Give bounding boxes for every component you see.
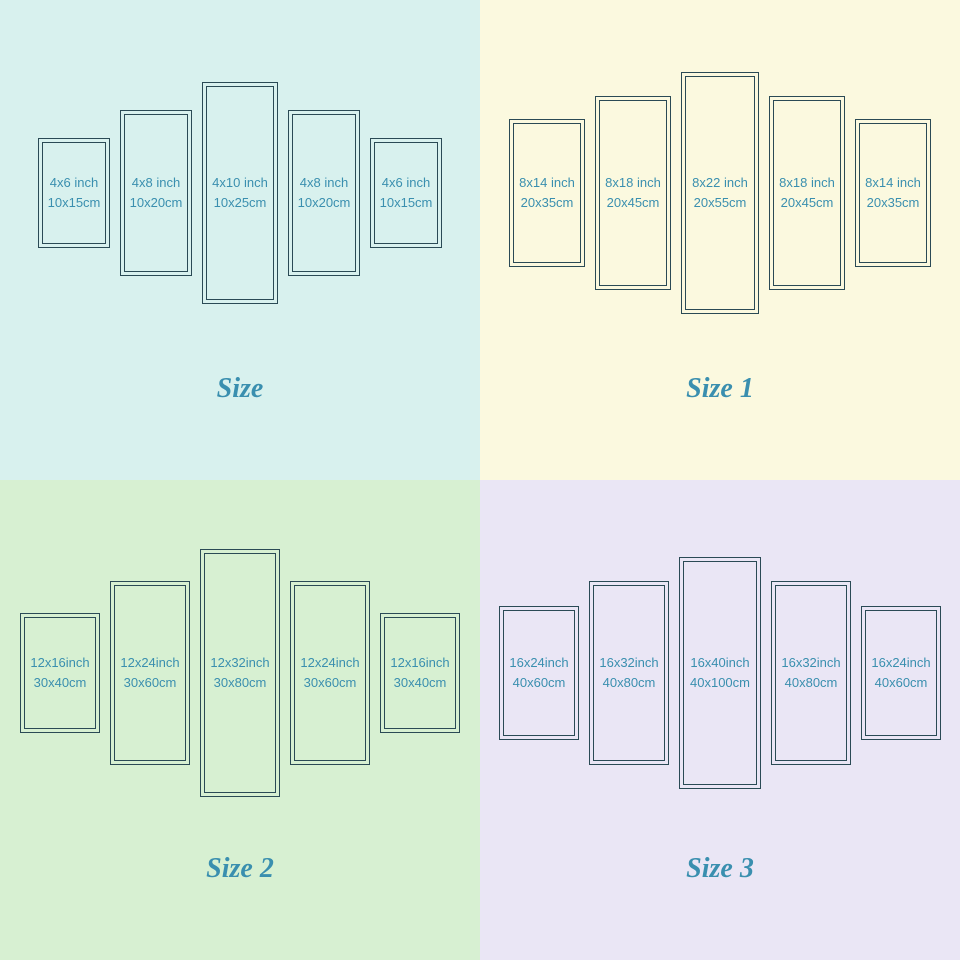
quadrant-size-3: 16x24inch40x60cm 16x32inch40x80cm 16x40i… xyxy=(480,480,960,960)
panel-label: 8x18 inch20x45cm xyxy=(779,173,835,212)
panel-label: 16x32inch40x80cm xyxy=(599,653,658,692)
panels-row: 4x6 inch10x15cm 4x8 inch10x20cm 4x10 inc… xyxy=(38,60,442,325)
panel-label: 4x8 inch10x20cm xyxy=(130,173,183,212)
panel: 4x10 inch10x25cm xyxy=(202,82,278,304)
panel-label: 4x10 inch10x25cm xyxy=(212,173,268,212)
panel: 16x24inch40x60cm xyxy=(861,606,941,740)
quadrant-title: Size 2 xyxy=(206,853,274,885)
panel: 4x8 inch10x20cm xyxy=(288,110,360,276)
panel-label: 8x22 inch20x55cm xyxy=(692,173,748,212)
panel-label: 4x6 inch10x15cm xyxy=(48,173,101,212)
panel-label: 12x32inch30x80cm xyxy=(210,653,269,692)
panel: 8x14 inch20x35cm xyxy=(855,119,931,267)
panel-label: 8x18 inch20x45cm xyxy=(605,173,661,212)
panel: 12x24inch30x60cm xyxy=(290,581,370,765)
panel: 4x6 inch10x15cm xyxy=(38,138,110,248)
panel-label: 12x24inch30x60cm xyxy=(120,653,179,692)
quadrant-size-2: 12x16inch30x40cm 12x24inch30x60cm 12x32i… xyxy=(0,480,480,960)
panel-label: 16x32inch40x80cm xyxy=(781,653,840,692)
quadrant-title: Size xyxy=(217,373,264,405)
panel: 16x32inch40x80cm xyxy=(589,581,669,765)
panel: 12x16inch30x40cm xyxy=(380,613,460,733)
panel-label: 16x24inch40x60cm xyxy=(871,653,930,692)
panel: 8x18 inch20x45cm xyxy=(769,96,845,290)
panel: 8x22 inch20x55cm xyxy=(681,72,759,314)
panel: 8x18 inch20x45cm xyxy=(595,96,671,290)
panels-row: 16x24inch40x60cm 16x32inch40x80cm 16x40i… xyxy=(499,540,941,805)
panel: 12x16inch30x40cm xyxy=(20,613,100,733)
quadrant-title: Size 1 xyxy=(686,373,754,405)
panel: 16x40inch40x100cm xyxy=(679,557,761,789)
panel: 16x32inch40x80cm xyxy=(771,581,851,765)
panel: 12x32inch30x80cm xyxy=(200,549,280,797)
panel-label: 16x24inch40x60cm xyxy=(509,653,568,692)
panel-label: 12x16inch30x40cm xyxy=(30,653,89,692)
panel-label: 12x24inch30x60cm xyxy=(300,653,359,692)
quadrant-title: Size 3 xyxy=(686,853,754,885)
quadrant-size-1: 8x14 inch20x35cm 8x18 inch20x45cm 8x22 i… xyxy=(480,0,960,480)
panel: 12x24inch30x60cm xyxy=(110,581,190,765)
panel-label: 16x40inch40x100cm xyxy=(690,653,750,692)
panel: 8x14 inch20x35cm xyxy=(509,119,585,267)
size-chart-grid: 4x6 inch10x15cm 4x8 inch10x20cm 4x10 inc… xyxy=(0,0,960,960)
panel-label: 8x14 inch20x35cm xyxy=(519,173,575,212)
panel-label: 12x16inch30x40cm xyxy=(390,653,449,692)
panels-row: 8x14 inch20x35cm 8x18 inch20x45cm 8x22 i… xyxy=(509,60,931,325)
panel: 16x24inch40x60cm xyxy=(499,606,579,740)
quadrant-size: 4x6 inch10x15cm 4x8 inch10x20cm 4x10 inc… xyxy=(0,0,480,480)
panel: 4x6 inch10x15cm xyxy=(370,138,442,248)
panel-label: 4x6 inch10x15cm xyxy=(380,173,433,212)
panel-label: 4x8 inch10x20cm xyxy=(298,173,351,212)
panels-row: 12x16inch30x40cm 12x24inch30x60cm 12x32i… xyxy=(20,540,460,805)
panel: 4x8 inch10x20cm xyxy=(120,110,192,276)
panel-label: 8x14 inch20x35cm xyxy=(865,173,921,212)
